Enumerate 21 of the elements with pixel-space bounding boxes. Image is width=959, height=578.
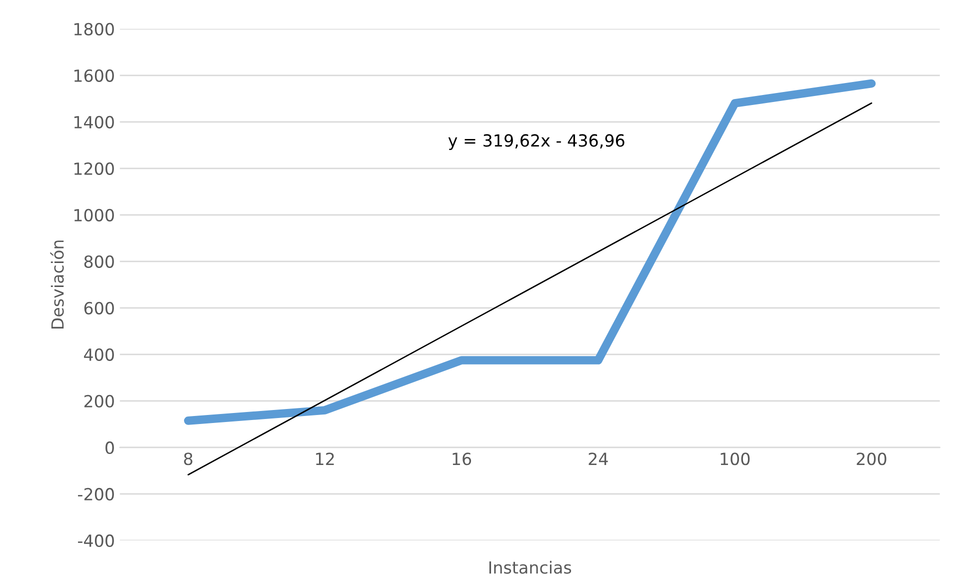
y-tick-label: 0 [106,441,114,454]
x-tick-label: 12 [316,452,334,465]
x-tick-label: 100 [720,452,750,466]
y-tick-label: 1000 [74,208,114,222]
y-tick-label: 200 [84,394,114,408]
y-tick-label: 1400 [74,116,114,128]
y-tick-label: 1200 [74,162,114,175]
y-tick-label: -200 [78,488,114,500]
y-tick-label: 1600 [74,69,114,82]
x-tick-label: 16 [452,452,472,466]
x-tick-label: 8 [184,452,192,466]
y-axis-title: Desviación [50,240,64,329]
x-tick-label: 200 [856,452,886,466]
y-tick-label: 1800 [74,22,114,36]
y-tick-label: 800 [84,255,114,268]
annotation: y = 319,62x - 436,96 [448,134,624,150]
y-tick-label: 600 [84,302,114,314]
x-axis-title: Instancias [489,560,572,574]
y-tick-label: -400 [78,534,114,547]
y-tick-label: 400 [84,348,114,361]
x-tick-label: 24 [588,452,608,465]
